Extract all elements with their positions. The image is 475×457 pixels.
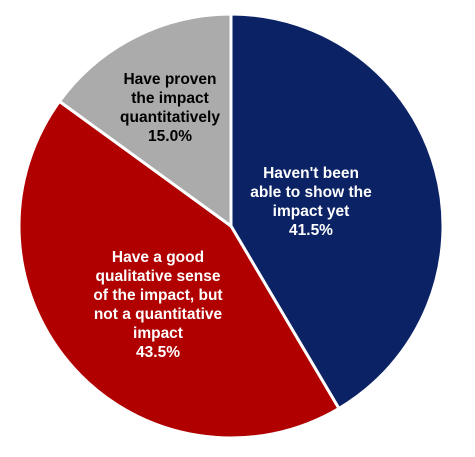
slice-label-line: impact yet (272, 203, 350, 220)
slice-label-line: qualitative sense (95, 268, 221, 285)
pie-slice-1 (229, 12, 445, 410)
slice-label-line: not a quantitative (93, 306, 223, 323)
slice-value-label: 43.5% (136, 344, 180, 361)
slice-label-1: Haven't been able to show the impact yet 41… (250, 164, 371, 240)
slice-label-line: Have a good (111, 249, 205, 266)
pie-slice-2 (17, 99, 341, 440)
slice-value-label: 15.0% (148, 128, 192, 145)
slice-label-line: impact (133, 325, 183, 342)
slice-label-3: Have proven the impact quantitatively 15.0% (120, 70, 220, 146)
slice-label-2: Have a good qualitative sense of the impac… (93, 248, 222, 362)
slice-label-line: quantitatively (120, 109, 220, 126)
pie-slice-3 (57, 12, 233, 228)
slice-label-line: of the impact, but (93, 287, 223, 304)
slice-value-label: 41.5% (289, 222, 333, 239)
slice-label-line: able to show the (250, 184, 372, 201)
slice-label-line: Have proven (123, 71, 217, 88)
slice-label-line: Haven't been (263, 165, 359, 182)
slice-label-line: the impact (131, 90, 209, 107)
